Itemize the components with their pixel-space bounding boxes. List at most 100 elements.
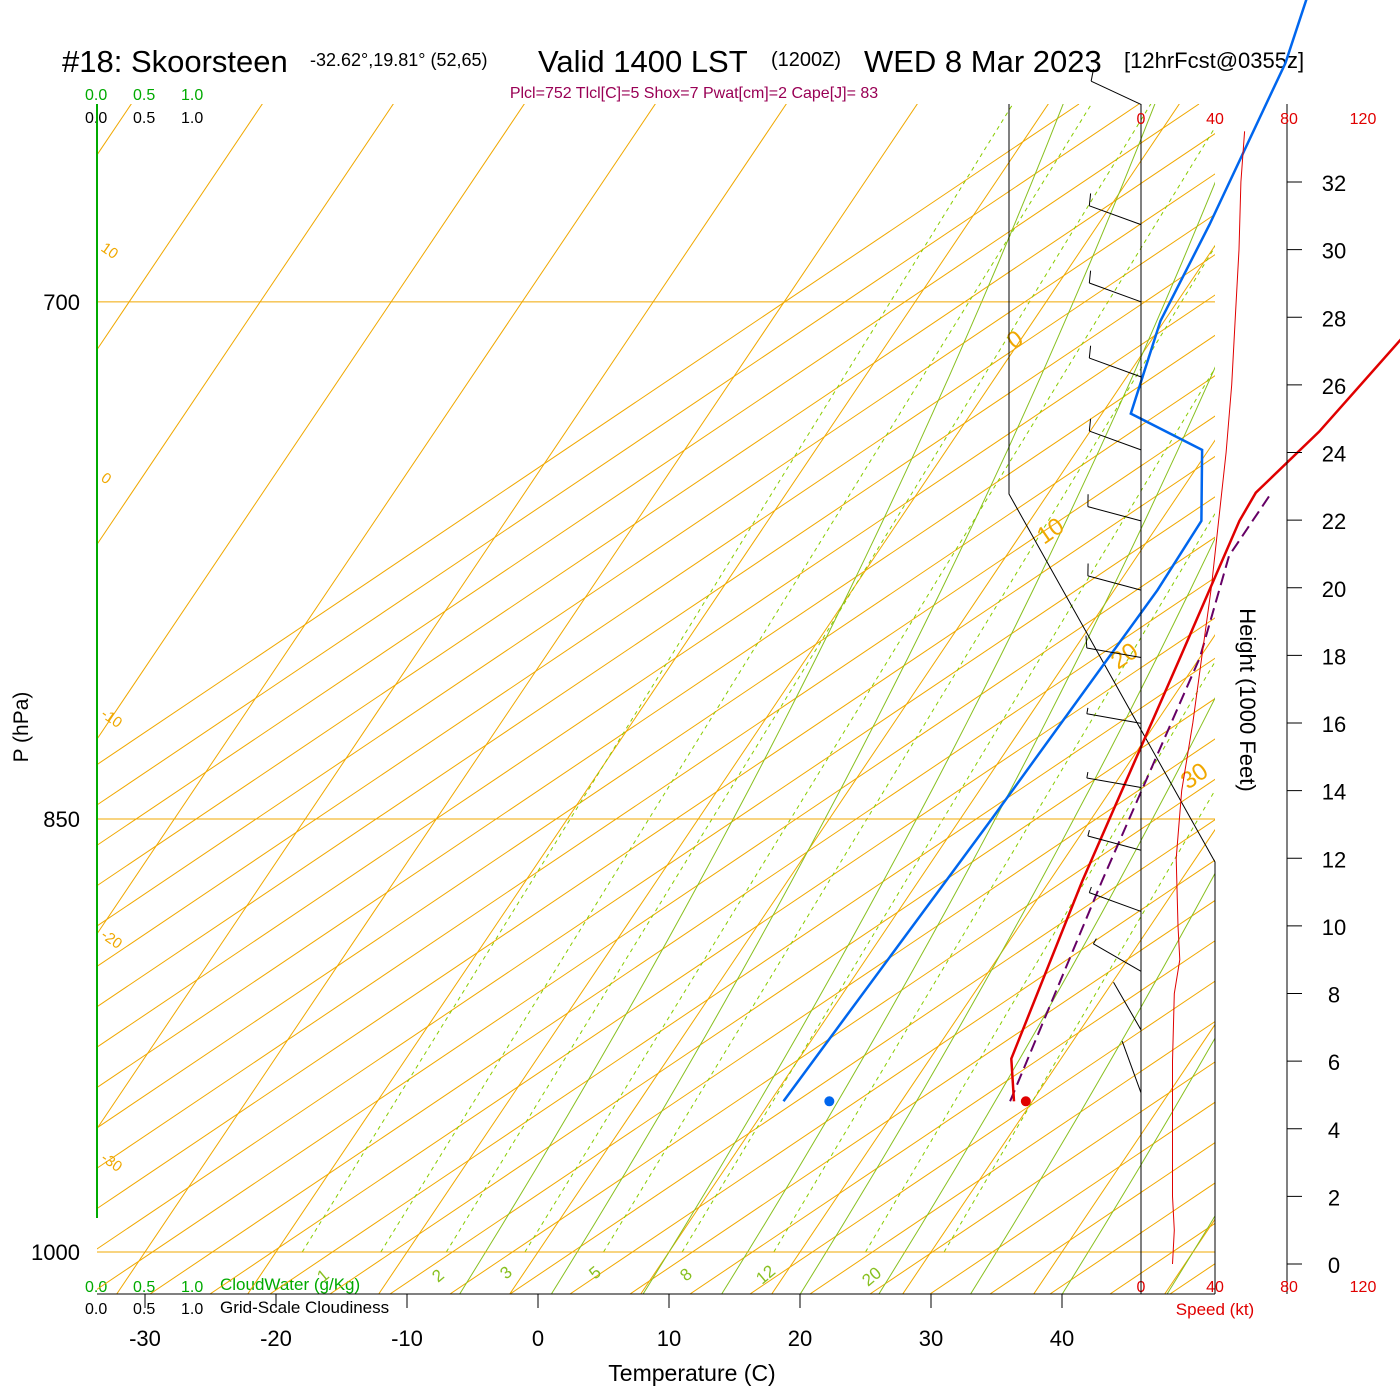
speed-tick-label-top: 40 <box>1206 111 1224 128</box>
cloudiness-scale-bottom-0: 0.0 <box>85 1301 107 1318</box>
adiabat-label: 20 <box>1106 637 1143 674</box>
pressure-label: 850 <box>43 807 80 832</box>
dry-adiabat-line <box>689 940 1215 1294</box>
isotherm-label: -20 <box>98 926 126 952</box>
wind-barb <box>1113 981 1142 1031</box>
zulu-time: (1200Z) <box>771 49 841 71</box>
height-tick-label: 26 <box>1322 374 1346 399</box>
wind-barb-staff <box>1089 430 1142 451</box>
isotherm-line <box>247 104 1049 1294</box>
height-tick-label: 22 <box>1322 509 1346 534</box>
temperature-tick-label: 0 <box>532 1326 544 1351</box>
height-tick-label: 18 <box>1322 644 1346 669</box>
moist-adiabat-line <box>1061 1037 1215 1294</box>
moist-adiabat-line <box>970 872 1215 1294</box>
cloudwater-scale-2: 1.0 <box>181 87 203 104</box>
wind-barb-half <box>1092 938 1097 945</box>
wind-barb <box>1088 345 1142 378</box>
temperature-tick-label: -30 <box>129 1326 161 1351</box>
mixing-ratio-label: 3 <box>496 1262 515 1283</box>
dry-adiabat-line <box>149 576 1215 1294</box>
dry-adiabat-line <box>509 819 1215 1294</box>
wind-barb-full <box>1085 635 1088 649</box>
cloudwater-scale-bottom-0: 0.0 <box>85 1279 107 1296</box>
moist-adiabat-line <box>878 697 1215 1294</box>
surface-temperature-dot <box>1020 1096 1031 1107</box>
cloud-scale-top: 0.0 0.5 1.0 0.0 0.5 1.0 <box>85 87 203 127</box>
wind-barb <box>1086 707 1142 724</box>
wind-barb <box>1088 886 1142 912</box>
speed-tick-label-bottom: 80 <box>1280 1279 1298 1296</box>
cloudiness-scale-bottom-1: 0.5 <box>133 1301 155 1318</box>
dry-adiabat-line <box>389 738 1215 1294</box>
wind-barb <box>1086 771 1142 789</box>
isotherm-line <box>771 634 1215 1294</box>
wind-barb-staff <box>1087 835 1142 851</box>
dry-adiabat-line <box>97 334 1215 1089</box>
pressure-axis-labels: 2503004005007008501000 <box>31 290 80 1265</box>
height-tick-label: 10 <box>1322 915 1346 940</box>
height-tick-label: 0 <box>1328 1253 1340 1278</box>
isotherm-label: 10 <box>98 239 121 262</box>
dry-adiabat-line <box>97 254 1215 1008</box>
dewpoint-profile-line <box>782 0 1308 1103</box>
dry-adiabat-line <box>809 1020 1215 1294</box>
dry-adiabat-line <box>869 1061 1215 1294</box>
dry-adiabat-line <box>1169 1263 1215 1294</box>
temperature-axis-title: Temperature (C) <box>608 1360 775 1386</box>
dry-adiabat-line <box>97 375 1215 1129</box>
cloudwater-scale-0: 0.0 <box>85 87 107 104</box>
wind-barb-staff <box>1087 506 1142 522</box>
speed-tick-label-top: 0 <box>1137 111 1146 128</box>
cloud-scale-bottom: 0.0 0.5 1.0 CloudWater (g/Kg) 0.0 0.5 1.… <box>85 1275 389 1318</box>
cloudwater-label: CloudWater (g/Kg) <box>220 1275 360 1294</box>
valid-date: WED 8 Mar 2023 <box>864 44 1102 79</box>
cloudwater-scale-1: 0.5 <box>133 87 155 104</box>
wind-barb-staff <box>1086 777 1142 789</box>
pressure-label: 700 <box>43 290 80 315</box>
speed-axis-title: Speed (kt) <box>1176 1300 1254 1319</box>
height-tick-label: 8 <box>1328 983 1340 1008</box>
dry-adiabat-line <box>97 496 1215 1250</box>
wind-barb-half <box>1088 886 1092 893</box>
moist-adiabat-line <box>721 366 1215 1294</box>
moist-adiabat-line <box>550 104 1156 1294</box>
height-tick-label: 24 <box>1322 442 1346 467</box>
speed-tick-label-bottom: 40 <box>1206 1279 1224 1296</box>
dry-adiabat-line <box>749 980 1215 1294</box>
dry-adiabat-line <box>97 173 1215 927</box>
cloudiness-label: Grid-Scale Cloudiness <box>220 1298 389 1317</box>
wind-barb <box>1088 270 1142 303</box>
temperature-tick-label: -20 <box>260 1326 292 1351</box>
height-tick-label: 14 <box>1322 780 1346 805</box>
isotherm-label: -10 <box>98 705 126 731</box>
wind-barb-staff <box>1093 943 1142 972</box>
speed-tick-label-top: 120 <box>1350 111 1377 128</box>
dry-adiabat-line <box>629 899 1215 1294</box>
isotherm-line <box>509 244 1215 1294</box>
wind-barb-staff <box>1087 575 1142 591</box>
wind-barb <box>1087 563 1142 591</box>
dry-adiabat-line <box>97 455 1215 1210</box>
wind-barb <box>1092 938 1142 972</box>
sounding-profiles <box>782 0 1400 1107</box>
dry-adiabat-line <box>97 132 1215 887</box>
height-tick-label: 20 <box>1322 577 1346 602</box>
dry-adiabat-line <box>97 104 1080 766</box>
height-tick-label: 30 <box>1322 239 1346 264</box>
wind-barb-staff <box>1089 205 1142 226</box>
wind-barb-staff <box>1086 713 1142 724</box>
dry-adiabat-line <box>269 657 1215 1294</box>
plot-frame <box>96 104 1216 1295</box>
wind-barb-staff <box>1089 357 1142 378</box>
wind-barb-staff <box>1089 282 1142 303</box>
